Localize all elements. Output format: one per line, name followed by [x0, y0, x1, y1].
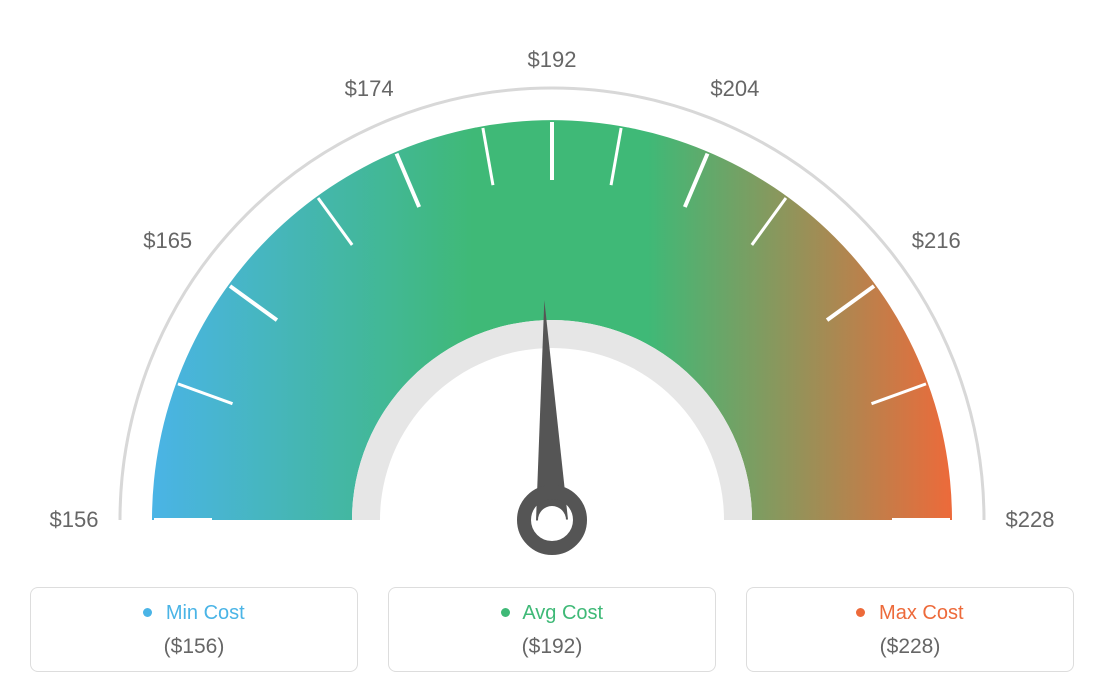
gauge-tick-label: $216 [912, 228, 961, 254]
avg-cost-label: Avg Cost [522, 602, 603, 624]
gauge-tick-label: $192 [528, 47, 577, 73]
min-cost-dot-icon [143, 608, 152, 617]
avg-cost-title: Avg Cost [399, 602, 705, 625]
gauge-svg [0, 0, 1104, 560]
max-cost-dot-icon [856, 608, 865, 617]
gauge-tick-label: $156 [50, 507, 99, 533]
max-cost-card: Max Cost ($228) [746, 587, 1074, 672]
gauge-tick-label: $165 [143, 228, 192, 254]
max-cost-title: Max Cost [757, 602, 1063, 625]
gauge-tick-label: $228 [1006, 507, 1055, 533]
max-cost-label: Max Cost [879, 602, 963, 624]
max-cost-value: ($228) [757, 635, 1063, 659]
gauge-chart-container: $156 $165 $174 $192 $204 $216 $228 Min Cost ($… [0, 0, 1104, 690]
min-cost-title: Min Cost [41, 602, 347, 625]
avg-cost-card: Avg Cost ($192) [388, 587, 716, 672]
gauge-tick-label: $204 [710, 76, 759, 102]
avg-cost-value: ($192) [399, 635, 705, 659]
gauge-tick-label: $174 [345, 76, 394, 102]
min-cost-label: Min Cost [166, 602, 245, 624]
gauge: $156 $165 $174 $192 $204 $216 $228 [0, 0, 1104, 560]
min-cost-value: ($156) [41, 635, 347, 659]
summary-cards: Min Cost ($156) Avg Cost ($192) Max Cost… [30, 587, 1074, 672]
min-cost-card: Min Cost ($156) [30, 587, 358, 672]
avg-cost-dot-icon [501, 608, 510, 617]
